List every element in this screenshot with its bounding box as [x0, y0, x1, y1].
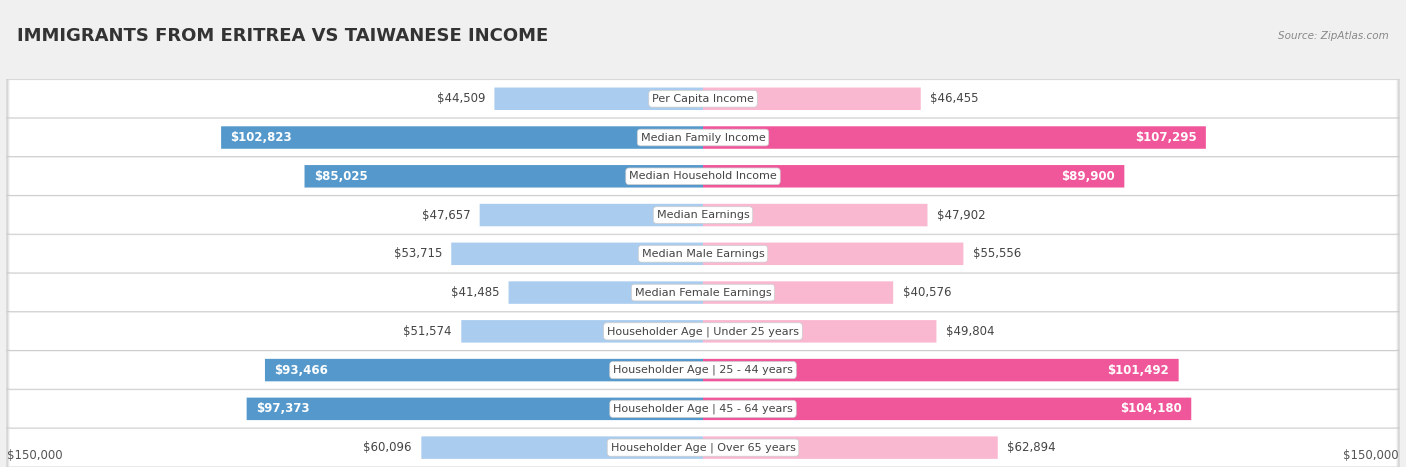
Text: Householder Age | Under 25 years: Householder Age | Under 25 years — [607, 326, 799, 337]
FancyBboxPatch shape — [703, 204, 928, 226]
FancyBboxPatch shape — [7, 273, 1399, 312]
FancyBboxPatch shape — [703, 397, 1191, 420]
Text: Householder Age | 45 - 64 years: Householder Age | 45 - 64 years — [613, 403, 793, 414]
Text: $89,900: $89,900 — [1062, 170, 1115, 183]
FancyBboxPatch shape — [7, 79, 1399, 119]
Text: $49,804: $49,804 — [946, 325, 994, 338]
FancyBboxPatch shape — [703, 242, 963, 265]
FancyBboxPatch shape — [10, 352, 1396, 389]
FancyBboxPatch shape — [495, 87, 703, 110]
Text: $93,466: $93,466 — [274, 364, 328, 376]
FancyBboxPatch shape — [10, 429, 1396, 466]
Text: Householder Age | Over 65 years: Householder Age | Over 65 years — [610, 442, 796, 453]
Text: $150,000: $150,000 — [1343, 449, 1399, 462]
Text: $46,455: $46,455 — [931, 92, 979, 105]
FancyBboxPatch shape — [10, 158, 1396, 195]
FancyBboxPatch shape — [10, 235, 1396, 272]
FancyBboxPatch shape — [703, 165, 1125, 188]
FancyBboxPatch shape — [305, 165, 703, 188]
FancyBboxPatch shape — [703, 281, 893, 304]
Text: Median Female Earnings: Median Female Earnings — [634, 288, 772, 297]
Text: $47,902: $47,902 — [936, 209, 986, 221]
Text: $60,096: $60,096 — [364, 441, 412, 454]
Text: $107,295: $107,295 — [1135, 131, 1197, 144]
Text: $85,025: $85,025 — [314, 170, 367, 183]
FancyBboxPatch shape — [7, 234, 1399, 274]
Text: $44,509: $44,509 — [436, 92, 485, 105]
Text: $150,000: $150,000 — [7, 449, 63, 462]
FancyBboxPatch shape — [7, 195, 1399, 235]
FancyBboxPatch shape — [10, 274, 1396, 311]
Text: Per Capita Income: Per Capita Income — [652, 94, 754, 104]
Text: Median Male Earnings: Median Male Earnings — [641, 249, 765, 259]
FancyBboxPatch shape — [461, 320, 703, 343]
Text: Median Household Income: Median Household Income — [628, 171, 778, 181]
FancyBboxPatch shape — [703, 436, 998, 459]
Text: $47,657: $47,657 — [422, 209, 470, 221]
FancyBboxPatch shape — [703, 126, 1206, 149]
FancyBboxPatch shape — [264, 359, 703, 382]
FancyBboxPatch shape — [703, 359, 1178, 382]
FancyBboxPatch shape — [10, 313, 1396, 350]
Text: $104,180: $104,180 — [1121, 403, 1182, 415]
Text: $53,715: $53,715 — [394, 248, 441, 260]
FancyBboxPatch shape — [7, 428, 1399, 467]
FancyBboxPatch shape — [451, 242, 703, 265]
Text: Householder Age | 25 - 44 years: Householder Age | 25 - 44 years — [613, 365, 793, 375]
Text: $97,373: $97,373 — [256, 403, 309, 415]
FancyBboxPatch shape — [10, 80, 1396, 117]
FancyBboxPatch shape — [246, 397, 703, 420]
FancyBboxPatch shape — [7, 350, 1399, 390]
Text: Median Family Income: Median Family Income — [641, 133, 765, 142]
FancyBboxPatch shape — [221, 126, 703, 149]
FancyBboxPatch shape — [7, 156, 1399, 196]
FancyBboxPatch shape — [703, 320, 936, 343]
Text: IMMIGRANTS FROM ERITREA VS TAIWANESE INCOME: IMMIGRANTS FROM ERITREA VS TAIWANESE INC… — [17, 27, 548, 45]
FancyBboxPatch shape — [10, 197, 1396, 234]
FancyBboxPatch shape — [703, 87, 921, 110]
Text: $41,485: $41,485 — [451, 286, 499, 299]
FancyBboxPatch shape — [10, 119, 1396, 156]
FancyBboxPatch shape — [422, 436, 703, 459]
Text: Median Earnings: Median Earnings — [657, 210, 749, 220]
FancyBboxPatch shape — [509, 281, 703, 304]
FancyBboxPatch shape — [7, 389, 1399, 429]
FancyBboxPatch shape — [479, 204, 703, 226]
Text: Source: ZipAtlas.com: Source: ZipAtlas.com — [1278, 31, 1389, 41]
FancyBboxPatch shape — [10, 390, 1396, 427]
Text: $101,492: $101,492 — [1108, 364, 1170, 376]
Text: $51,574: $51,574 — [404, 325, 451, 338]
FancyBboxPatch shape — [7, 311, 1399, 351]
FancyBboxPatch shape — [7, 118, 1399, 157]
Text: $102,823: $102,823 — [231, 131, 292, 144]
Text: $55,556: $55,556 — [973, 248, 1021, 260]
Text: $62,894: $62,894 — [1007, 441, 1056, 454]
Text: $40,576: $40,576 — [903, 286, 950, 299]
